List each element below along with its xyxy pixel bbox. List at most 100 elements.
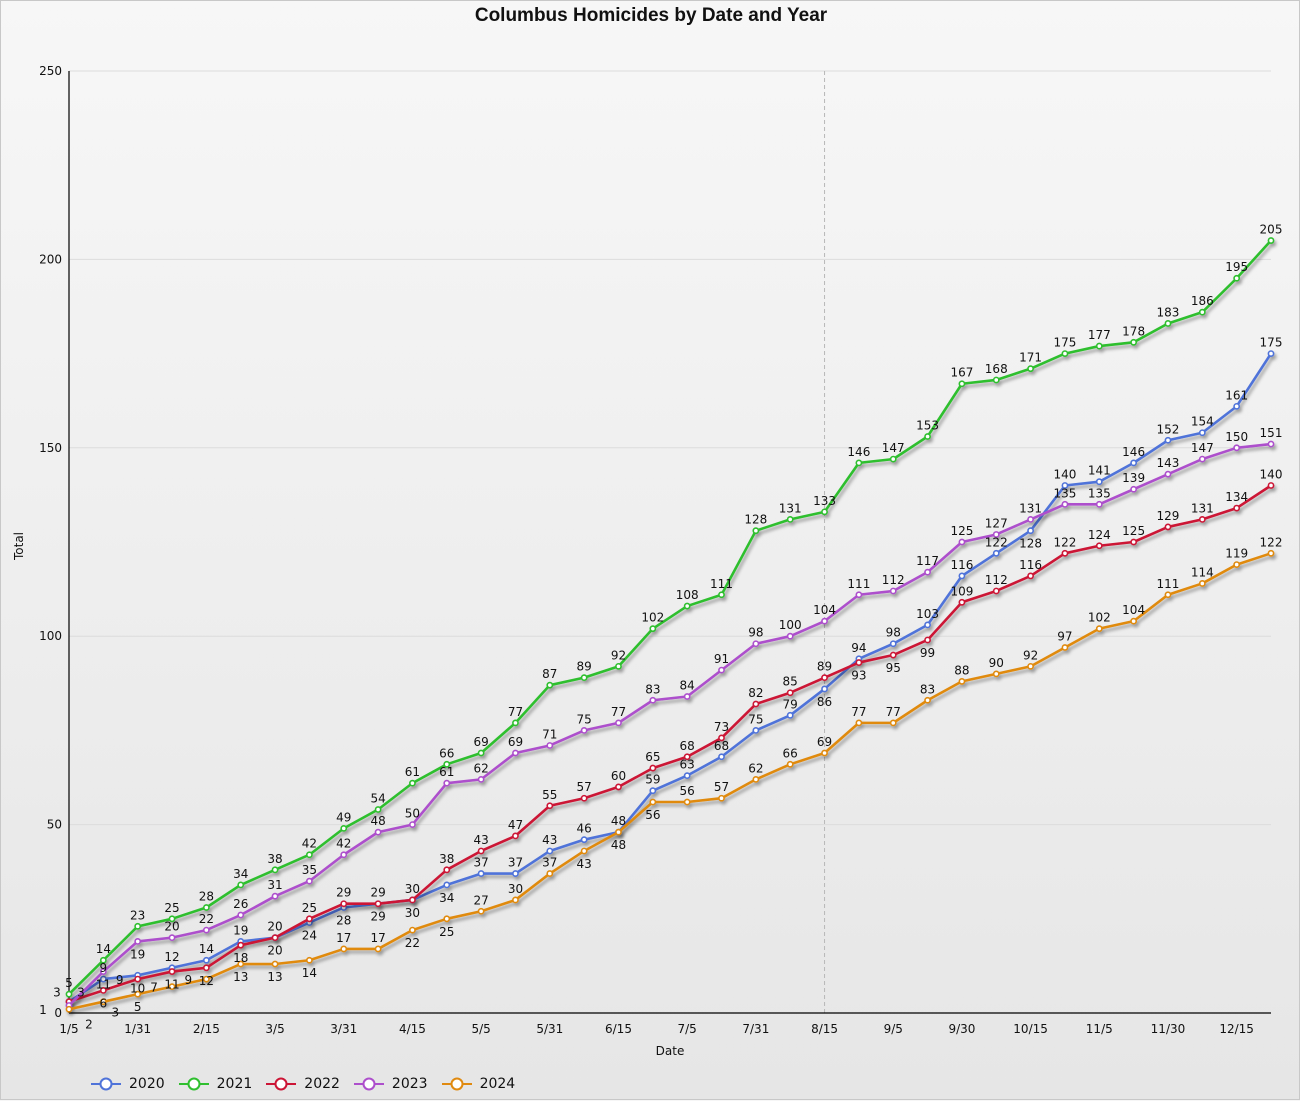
series-2022 [65, 482, 1275, 1006]
data-point-2024 [374, 945, 382, 953]
data-point-2024 [1027, 662, 1034, 670]
data-point-2020 [752, 727, 760, 734]
data-point-2020 [1130, 459, 1138, 467]
data-point-2021 [889, 455, 897, 463]
data-point-2021 [958, 380, 966, 388]
data-point-2023 [271, 892, 279, 900]
data-point-2021 [1027, 365, 1034, 373]
data-point-2022 [305, 915, 313, 923]
data-label-2023: 26 [233, 897, 248, 911]
data-label-2023: 83 [645, 682, 660, 696]
data-label-2020: 122 [985, 535, 1008, 549]
data-label-2023: 139 [1122, 471, 1145, 485]
data-label-2022: 12 [199, 974, 214, 988]
data-label-2024: 3 [112, 1006, 120, 1020]
chart-title: Columbus Homicides by Date and Year [474, 5, 828, 26]
x-tick-label: 1/5 [59, 1022, 78, 1036]
data-label-2024: 111 [1157, 577, 1180, 591]
data-point-2021 [752, 527, 760, 535]
data-label-2020: 63 [680, 758, 695, 772]
data-point-2024 [1233, 561, 1241, 569]
x-tick-label: 3/31 [330, 1022, 357, 1036]
data-label-2024: 57 [714, 780, 729, 794]
data-label-2024: 97 [1057, 630, 1072, 644]
data-point-2021 [65, 990, 73, 998]
y-tick-label: 200 [39, 252, 62, 266]
data-label-2022: 29 [336, 886, 351, 900]
data-label-2022: 55 [542, 788, 557, 802]
data-point-2023 [786, 632, 794, 640]
data-label-2022: 30 [405, 906, 420, 920]
legend-marker-icon [91, 1077, 121, 1091]
legend-item-2022[interactable]: 2022 [266, 1076, 340, 1092]
series-group [65, 237, 1275, 1013]
legend-item-2020[interactable]: 2020 [91, 1076, 165, 1092]
data-label-2021: 146 [847, 445, 870, 459]
data-point-2021 [924, 433, 931, 440]
data-point-2022 [409, 896, 416, 904]
data-point-2023 [1027, 515, 1034, 523]
data-point-2021 [683, 602, 691, 610]
data-label-2021: 66 [439, 746, 454, 760]
y-tick-label: 250 [39, 64, 62, 78]
data-label-2020: 154 [1191, 415, 1214, 429]
data-label-2021: 102 [641, 611, 664, 625]
data-label-2020: 29 [370, 886, 385, 900]
legend-item-2021[interactable]: 2021 [178, 1076, 252, 1092]
data-point-2021 [786, 515, 794, 523]
data-label-2020: 94 [851, 641, 866, 655]
data-label-2024: 48 [611, 838, 626, 852]
data-label-2020: 43 [542, 833, 557, 847]
gridlines [69, 70, 1271, 826]
data-label-2024: 43 [577, 857, 592, 871]
data-point-2022 [855, 659, 863, 666]
data-label-2024: 114 [1191, 565, 1214, 579]
x-tick-label: 2/15 [193, 1022, 220, 1036]
data-label-2023: 84 [680, 678, 695, 692]
data-label-2022: 57 [577, 780, 592, 794]
data-label-2021: 205 [1260, 223, 1283, 237]
legend-item-2024[interactable]: 2024 [441, 1076, 515, 1092]
data-label-2020: 46 [577, 822, 592, 836]
data-point-2021 [1130, 338, 1138, 346]
data-point-2024 [1198, 580, 1206, 587]
data-label-2021: 133 [813, 494, 836, 508]
data-point-2024 [477, 907, 485, 915]
data-label-2023: 31 [267, 878, 282, 892]
data-label-2023: 48 [370, 814, 385, 828]
data-point-2020 [1061, 482, 1069, 489]
data-label-2024: 69 [817, 735, 832, 749]
data-label-2020: 28 [336, 913, 351, 927]
data-label-2020: 141 [1088, 464, 1111, 478]
data-point-2020 [1233, 402, 1241, 410]
data-label-2022: 109 [950, 584, 973, 598]
data-label-2021: 186 [1191, 294, 1214, 308]
data-point-2024 [305, 956, 313, 964]
series-2021 [65, 237, 1275, 998]
data-point-2022 [443, 866, 451, 874]
data-label-2021: 28 [199, 889, 214, 903]
data-point-2022 [924, 636, 931, 644]
data-point-2023 [889, 587, 897, 595]
data-label-2022: 29 [370, 910, 385, 924]
data-label-2020: 10 [130, 981, 145, 995]
data-labels: 53 32114119632319109525201211728221412934… [39, 223, 1282, 1032]
data-point-2022 [615, 783, 622, 791]
data-label-2024: 88 [954, 663, 969, 677]
data-label-2024: 13 [267, 970, 282, 984]
data-point-2021 [992, 376, 1000, 384]
legend-item-2023[interactable]: 2023 [353, 1076, 428, 1092]
data-label-2024: 1 [39, 1003, 47, 1017]
data-label-2022: 125 [1122, 524, 1145, 538]
data-point-2022 [134, 975, 142, 983]
data-point-2021 [1061, 350, 1069, 357]
x-tick-label: 8/15 [811, 1022, 838, 1036]
data-point-2021 [821, 508, 828, 516]
data-label-2021: 38 [267, 852, 282, 866]
data-point-2021 [580, 674, 588, 682]
data-label-2024: 17 [336, 931, 351, 945]
data-point-2022 [683, 753, 691, 761]
data-label-2023: 20 [164, 920, 179, 934]
data-label-2020: 37 [473, 856, 488, 870]
data-label-2020: 175 [1260, 336, 1283, 350]
